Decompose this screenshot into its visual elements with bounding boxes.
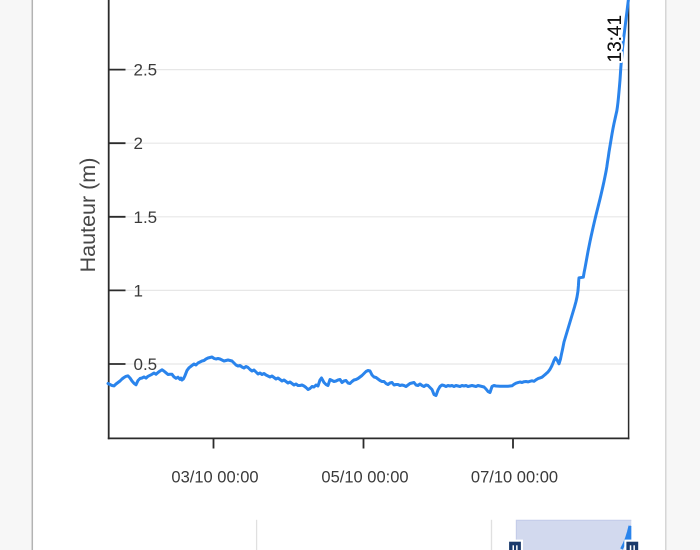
svg-text:Hauteur (m): Hauteur (m) [76,158,100,273]
svg-text:13:41: 13:41 [605,15,626,63]
svg-text:1: 1 [134,281,143,300]
svg-text:07/10 00:00: 07/10 00:00 [471,469,558,487]
svg-text:03/10 00:00: 03/10 00:00 [171,469,258,487]
svg-text:2.5: 2.5 [134,61,158,80]
svg-text:2: 2 [134,134,143,153]
svg-text:13:41: 13:41 [605,15,626,63]
svg-text:1.5: 1.5 [134,208,158,227]
svg-text:0.5: 0.5 [134,355,158,374]
svg-text:05/10 00:00: 05/10 00:00 [321,469,408,487]
